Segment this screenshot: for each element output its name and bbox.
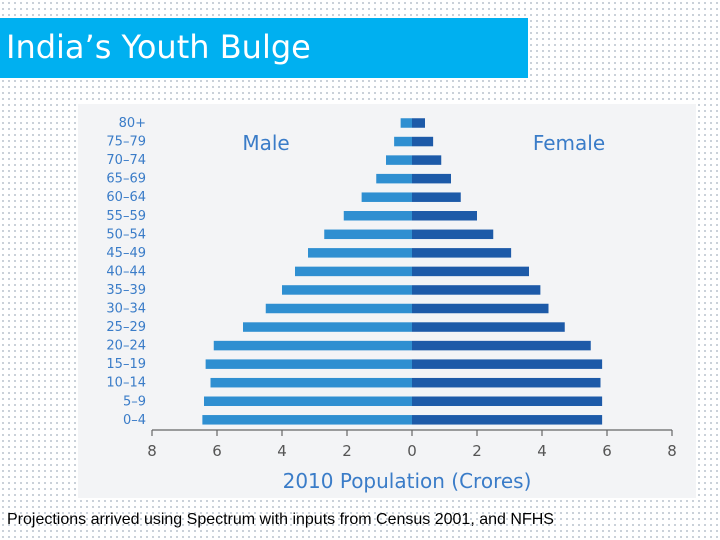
male-bar bbox=[386, 155, 412, 165]
female-bar bbox=[412, 415, 603, 425]
x-tick-label: 2 bbox=[472, 442, 482, 460]
female-bar bbox=[412, 340, 591, 351]
chart-svg: Male Female 2010 Population (Crores) 80+… bbox=[106, 116, 677, 493]
male-bar bbox=[210, 377, 412, 388]
female-bar bbox=[412, 322, 565, 332]
male-bar bbox=[376, 173, 412, 184]
female-bar bbox=[412, 303, 549, 314]
x-tick-label: 8 bbox=[667, 442, 677, 460]
x-tick-label: 4 bbox=[277, 442, 287, 460]
age-group-label: 20–24 bbox=[106, 339, 146, 354]
female-bar bbox=[412, 118, 425, 128]
male-bar bbox=[324, 229, 412, 240]
age-group-label: 65–69 bbox=[106, 172, 146, 187]
female-bar bbox=[412, 211, 477, 221]
age-group-label: 25–29 bbox=[106, 320, 146, 335]
age-group-label: 15–19 bbox=[106, 357, 146, 372]
age-group-label: 60–64 bbox=[106, 190, 146, 205]
page-title: India’s Youth Bulge bbox=[6, 28, 311, 66]
title-bar: India’s Youth Bulge bbox=[0, 18, 528, 78]
age-group-label: 80+ bbox=[119, 116, 146, 131]
x-tick-label: 6 bbox=[212, 442, 222, 460]
age-group-label: 10–14 bbox=[106, 376, 146, 391]
male-bar bbox=[205, 359, 412, 369]
male-bar bbox=[213, 340, 412, 351]
age-group-label: 5–9 bbox=[123, 394, 146, 409]
age-group-label: 70–74 bbox=[106, 153, 146, 168]
x-tick-label: 6 bbox=[602, 442, 612, 460]
female-bar bbox=[412, 173, 451, 184]
male-bar bbox=[343, 211, 412, 221]
male-bar bbox=[295, 266, 412, 277]
female-bar bbox=[412, 359, 603, 369]
age-group-label: 55–59 bbox=[106, 209, 146, 224]
female-bar bbox=[412, 248, 512, 258]
male-bar bbox=[282, 285, 412, 295]
age-group-label: 45–49 bbox=[106, 246, 146, 261]
male-bar bbox=[394, 136, 412, 147]
age-group-label: 40–44 bbox=[106, 264, 146, 279]
female-bar bbox=[412, 396, 603, 406]
age-group-label: 0–4 bbox=[123, 413, 146, 428]
male-bar bbox=[361, 192, 412, 202]
male-bar bbox=[265, 303, 412, 314]
female-bar bbox=[412, 229, 494, 240]
age-group-label: 35–39 bbox=[106, 283, 146, 298]
x-axis-label: 2010 Population (Crores) bbox=[283, 469, 532, 493]
age-group-label: 75–79 bbox=[106, 135, 146, 150]
male-bar bbox=[204, 396, 412, 406]
age-group-label: 30–34 bbox=[106, 302, 146, 317]
male-bar bbox=[202, 415, 412, 425]
x-tick-label: 4 bbox=[537, 442, 547, 460]
x-tick-label: 2 bbox=[342, 442, 352, 460]
female-bar bbox=[412, 192, 461, 202]
female-bar bbox=[412, 266, 529, 277]
male-bar bbox=[400, 118, 412, 128]
x-tick-label: 8 bbox=[147, 442, 157, 460]
female-legend-label: Female bbox=[533, 131, 605, 155]
male-bar bbox=[243, 322, 412, 332]
x-tick-label: 0 bbox=[407, 442, 417, 460]
male-bar bbox=[308, 248, 412, 258]
female-bar bbox=[412, 155, 442, 165]
female-bar bbox=[412, 377, 601, 388]
female-bar bbox=[412, 136, 434, 147]
female-bar bbox=[412, 285, 541, 295]
population-pyramid-chart: Male Female 2010 Population (Crores) 80+… bbox=[78, 104, 696, 498]
male-legend-label: Male bbox=[242, 131, 289, 155]
source-caption: Projections arrived using Spectrum with … bbox=[7, 511, 554, 528]
age-group-label: 50–54 bbox=[106, 227, 146, 242]
